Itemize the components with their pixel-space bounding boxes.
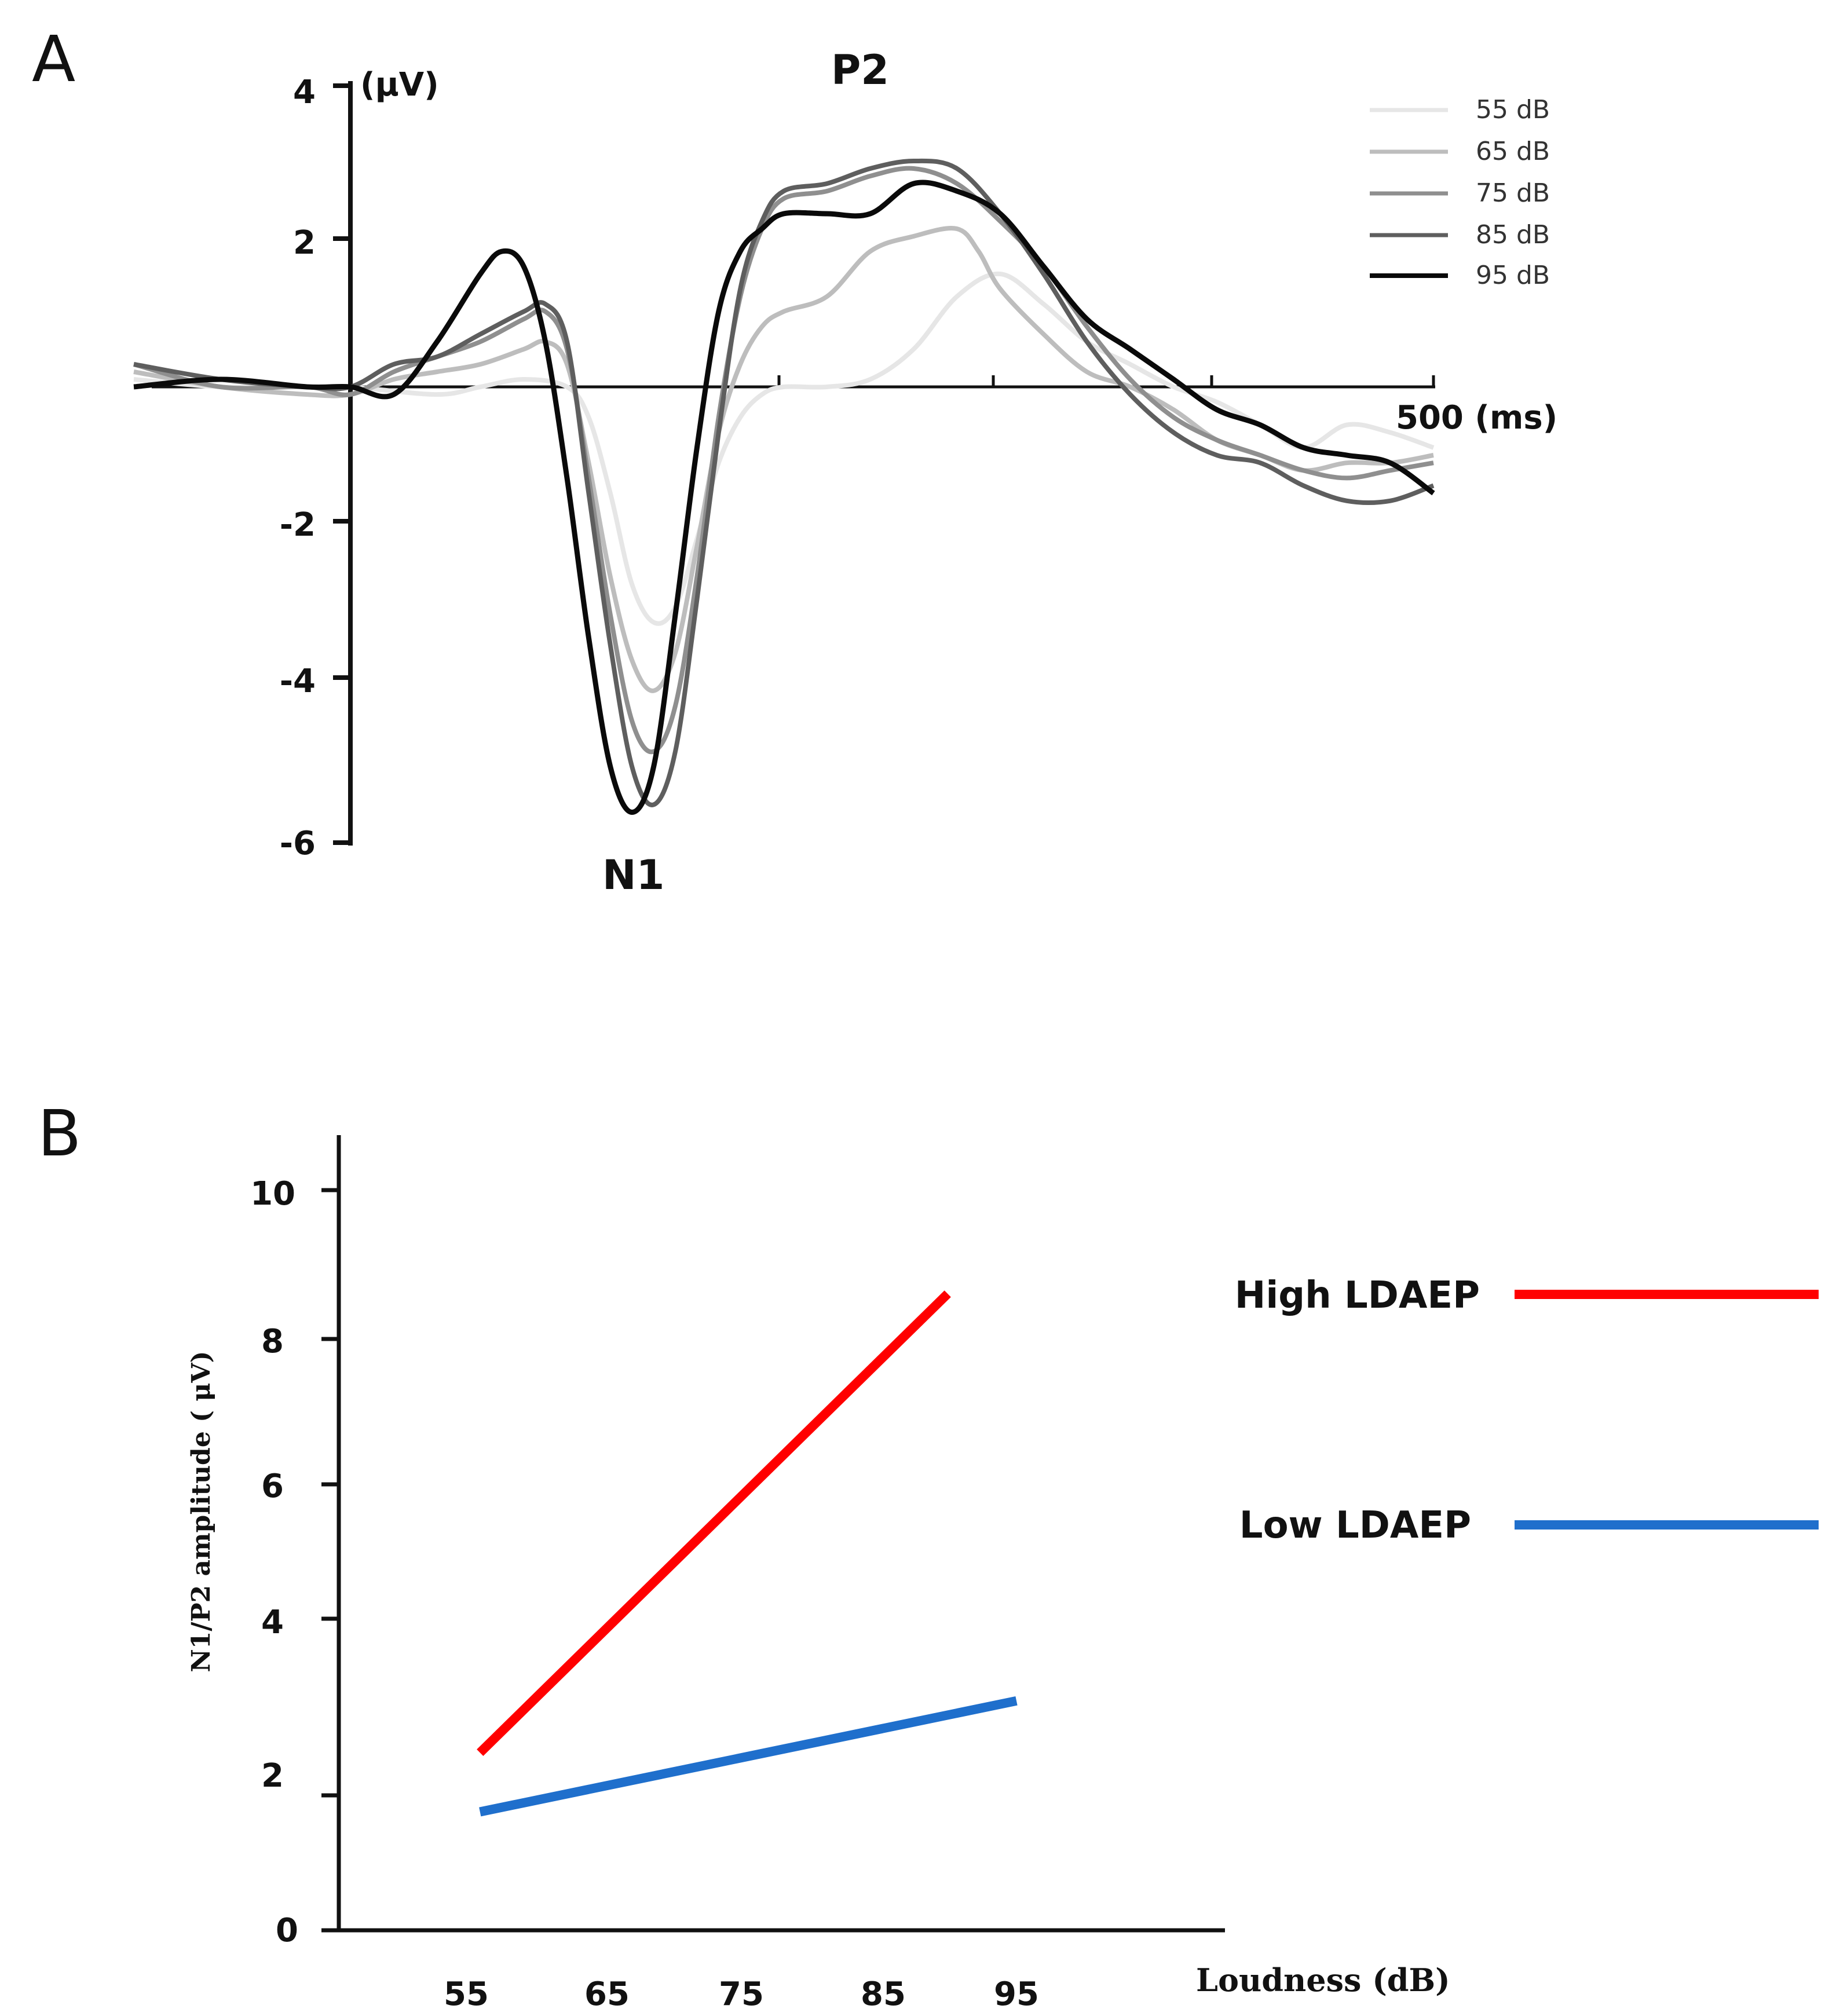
legend-label-high-ldaep: High LDAEP [1235,1274,1480,1317]
series-line-high-ldaep [477,1290,951,1756]
panel-b-xlabel: Loudness (dB) [1196,1962,1450,1999]
panel-b-ytick-label: 6 [261,1468,284,1505]
panel-b-ytick-label: 10 [250,1175,295,1213]
panel-b-ylabel: N1/P2 amplitude ( μV) [186,1351,216,1673]
series-line-low-ldaep [479,1696,1018,1817]
panel-b-ytick-label: 2 [261,1757,284,1795]
series-line-95db [133,180,1435,815]
panel-b-ytick-label: 4 [261,1604,284,1641]
panel-b-xtick-label: 55 [444,1975,489,2013]
legend-label-low-ldaep: Low LDAEP [1239,1504,1471,1547]
panel-a-ytick-label: -2 [280,506,316,544]
legend-label-75db: 75 dB [1476,178,1550,208]
panel-b-xtick-label: 65 [584,1975,630,2013]
panel-a-legend: 55 dB 65 dB 75 dB 85 dB 95 dB [1370,95,1550,290]
panel-b-label: B [38,1096,81,1170]
panel-b-xtick-label: 95 [994,1975,1039,2013]
panel-a-ytick-label: 4 [293,74,316,111]
panel-b-xtick-label: 75 [719,1975,764,2013]
legend-label-85db: 85 dB [1476,220,1550,250]
legend-label-95db: 95 dB [1476,261,1550,290]
legend-label-55db: 55 dB [1476,95,1550,125]
n1-annotation: N1 [602,851,664,899]
panel-b-xtick-label: 85 [861,1975,906,2013]
panel-a-chart: 4 2 -2 -4 -6 (μV) 500 (ms) P2 N1 55 dB 6… [133,46,1557,899]
series-line-85db [133,158,1435,807]
panel-b-ytick-label: 8 [261,1323,284,1360]
panel-a-y-unit: (μV) [360,66,439,104]
panel-b-chart: 0 2 4 6 8 10 N1/P2 amplitude ( μV) 55 65… [186,1135,1819,2013]
panel-b-ytick-label: 0 [276,1912,298,1949]
legend-label-65db: 65 dB [1476,137,1550,166]
panel-a-label: A [32,22,75,96]
panel-a-x-end-label: 500 (ms) [1396,399,1557,437]
panel-a-series [133,158,1435,815]
series-line-65db [133,226,1434,693]
panel-a-ytick-label: -6 [280,825,316,862]
panel-a-ytick-label: 2 [293,224,316,262]
p2-annotation: P2 [831,46,889,94]
panel-a-ytick-label: -4 [280,663,316,700]
